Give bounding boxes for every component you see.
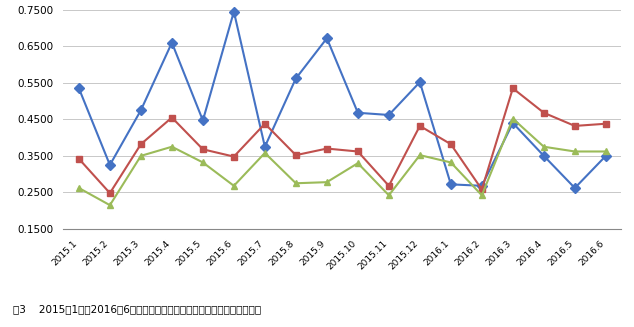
数字印刷机用辅机零件	[323, 180, 331, 184]
胶印机	[447, 182, 455, 186]
胶印机	[137, 108, 145, 112]
Line: 数字印刷机用辅机零件: 数字印刷机用辅机零件	[75, 115, 609, 209]
辅机零件	[540, 111, 548, 115]
辅机零件	[385, 184, 392, 188]
辅机零件	[75, 157, 82, 161]
胶印机	[199, 118, 207, 122]
数字印刷机用辅机零件	[137, 154, 145, 158]
辅机零件	[509, 86, 517, 90]
数字印刷机用辅机零件	[478, 193, 486, 197]
辅机零件	[416, 124, 424, 128]
胶印机	[571, 186, 579, 190]
数字印刷机用辅机零件	[540, 145, 548, 149]
辅机零件	[478, 187, 486, 191]
辅机零件	[292, 153, 300, 157]
辅机零件	[261, 122, 269, 126]
辅机零件	[199, 147, 207, 151]
数字印刷机用辅机零件	[416, 153, 424, 157]
Line: 胶印机: 胶印机	[75, 8, 609, 192]
胶印机	[385, 113, 392, 117]
辅机零件	[571, 124, 579, 128]
数字印刷机用辅机零件	[602, 149, 610, 153]
胶印机	[416, 80, 424, 84]
胶印机	[540, 154, 548, 158]
胶印机	[261, 145, 269, 149]
胶印机	[230, 10, 238, 14]
数字印刷机用辅机零件	[385, 193, 392, 197]
数字印刷机用辅机零件	[447, 161, 455, 164]
胶印机	[106, 163, 113, 167]
数字印刷机用辅机零件	[571, 149, 579, 153]
数字印刷机用辅机零件	[509, 117, 517, 121]
辅机零件	[106, 191, 113, 195]
胶印机	[478, 184, 486, 188]
Line: 辅机零件: 辅机零件	[75, 85, 609, 197]
数字印刷机用辅机零件	[354, 161, 361, 165]
辅机零件	[230, 155, 238, 159]
胶印机	[323, 36, 331, 40]
胶印机	[509, 121, 517, 125]
数字印刷机用辅机零件	[75, 186, 82, 190]
胶印机	[75, 86, 82, 90]
辅机零件	[168, 115, 176, 119]
辅机零件	[323, 146, 331, 150]
数字印刷机用辅机零件	[230, 184, 238, 188]
辅机零件	[354, 149, 361, 153]
胶印机	[354, 111, 361, 115]
胶印机	[292, 77, 300, 80]
胶印机	[168, 41, 176, 44]
Text: 图3    2015年1月－2016年6月胶印机等商品进口金额（金额单位：亿美元）: 图3 2015年1月－2016年6月胶印机等商品进口金额（金额单位：亿美元）	[13, 304, 261, 314]
胶印机	[602, 154, 610, 158]
数字印刷机用辅机零件	[199, 161, 207, 164]
数字印刷机用辅机零件	[106, 203, 113, 207]
数字印刷机用辅机零件	[261, 151, 269, 155]
数字印刷机用辅机零件	[292, 181, 300, 185]
辅机零件	[137, 142, 145, 146]
辅机零件	[447, 142, 455, 146]
数字印刷机用辅机零件	[168, 145, 176, 149]
辅机零件	[602, 122, 610, 126]
